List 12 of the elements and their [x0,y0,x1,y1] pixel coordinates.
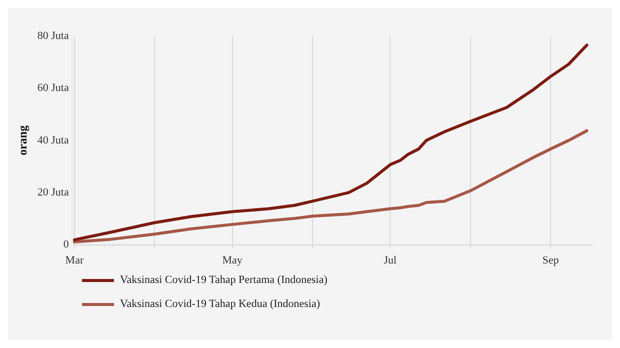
y-tick-label: 0 [63,238,70,251]
y-tick-label: 20 Juta [37,186,69,198]
y-axis-title: orang [15,125,30,156]
legend-label: Vaksinasi Covid-19 Tahap Pertama (Indonesia) [120,274,328,286]
x-tick-label: Sep [542,254,560,266]
y-tick-label: 40 Juta [37,134,69,146]
y-tick-label: 60 Juta [37,82,69,94]
y-tick-label: 80 Juta [37,30,69,42]
x-tick-label: May [222,254,243,266]
legend-label: Vaksinasi Covid-19 Tahap Kedua (Indonesia) [120,298,320,310]
x-tick-label: Mar [65,254,84,266]
x-tick-label: Jul [384,254,397,266]
